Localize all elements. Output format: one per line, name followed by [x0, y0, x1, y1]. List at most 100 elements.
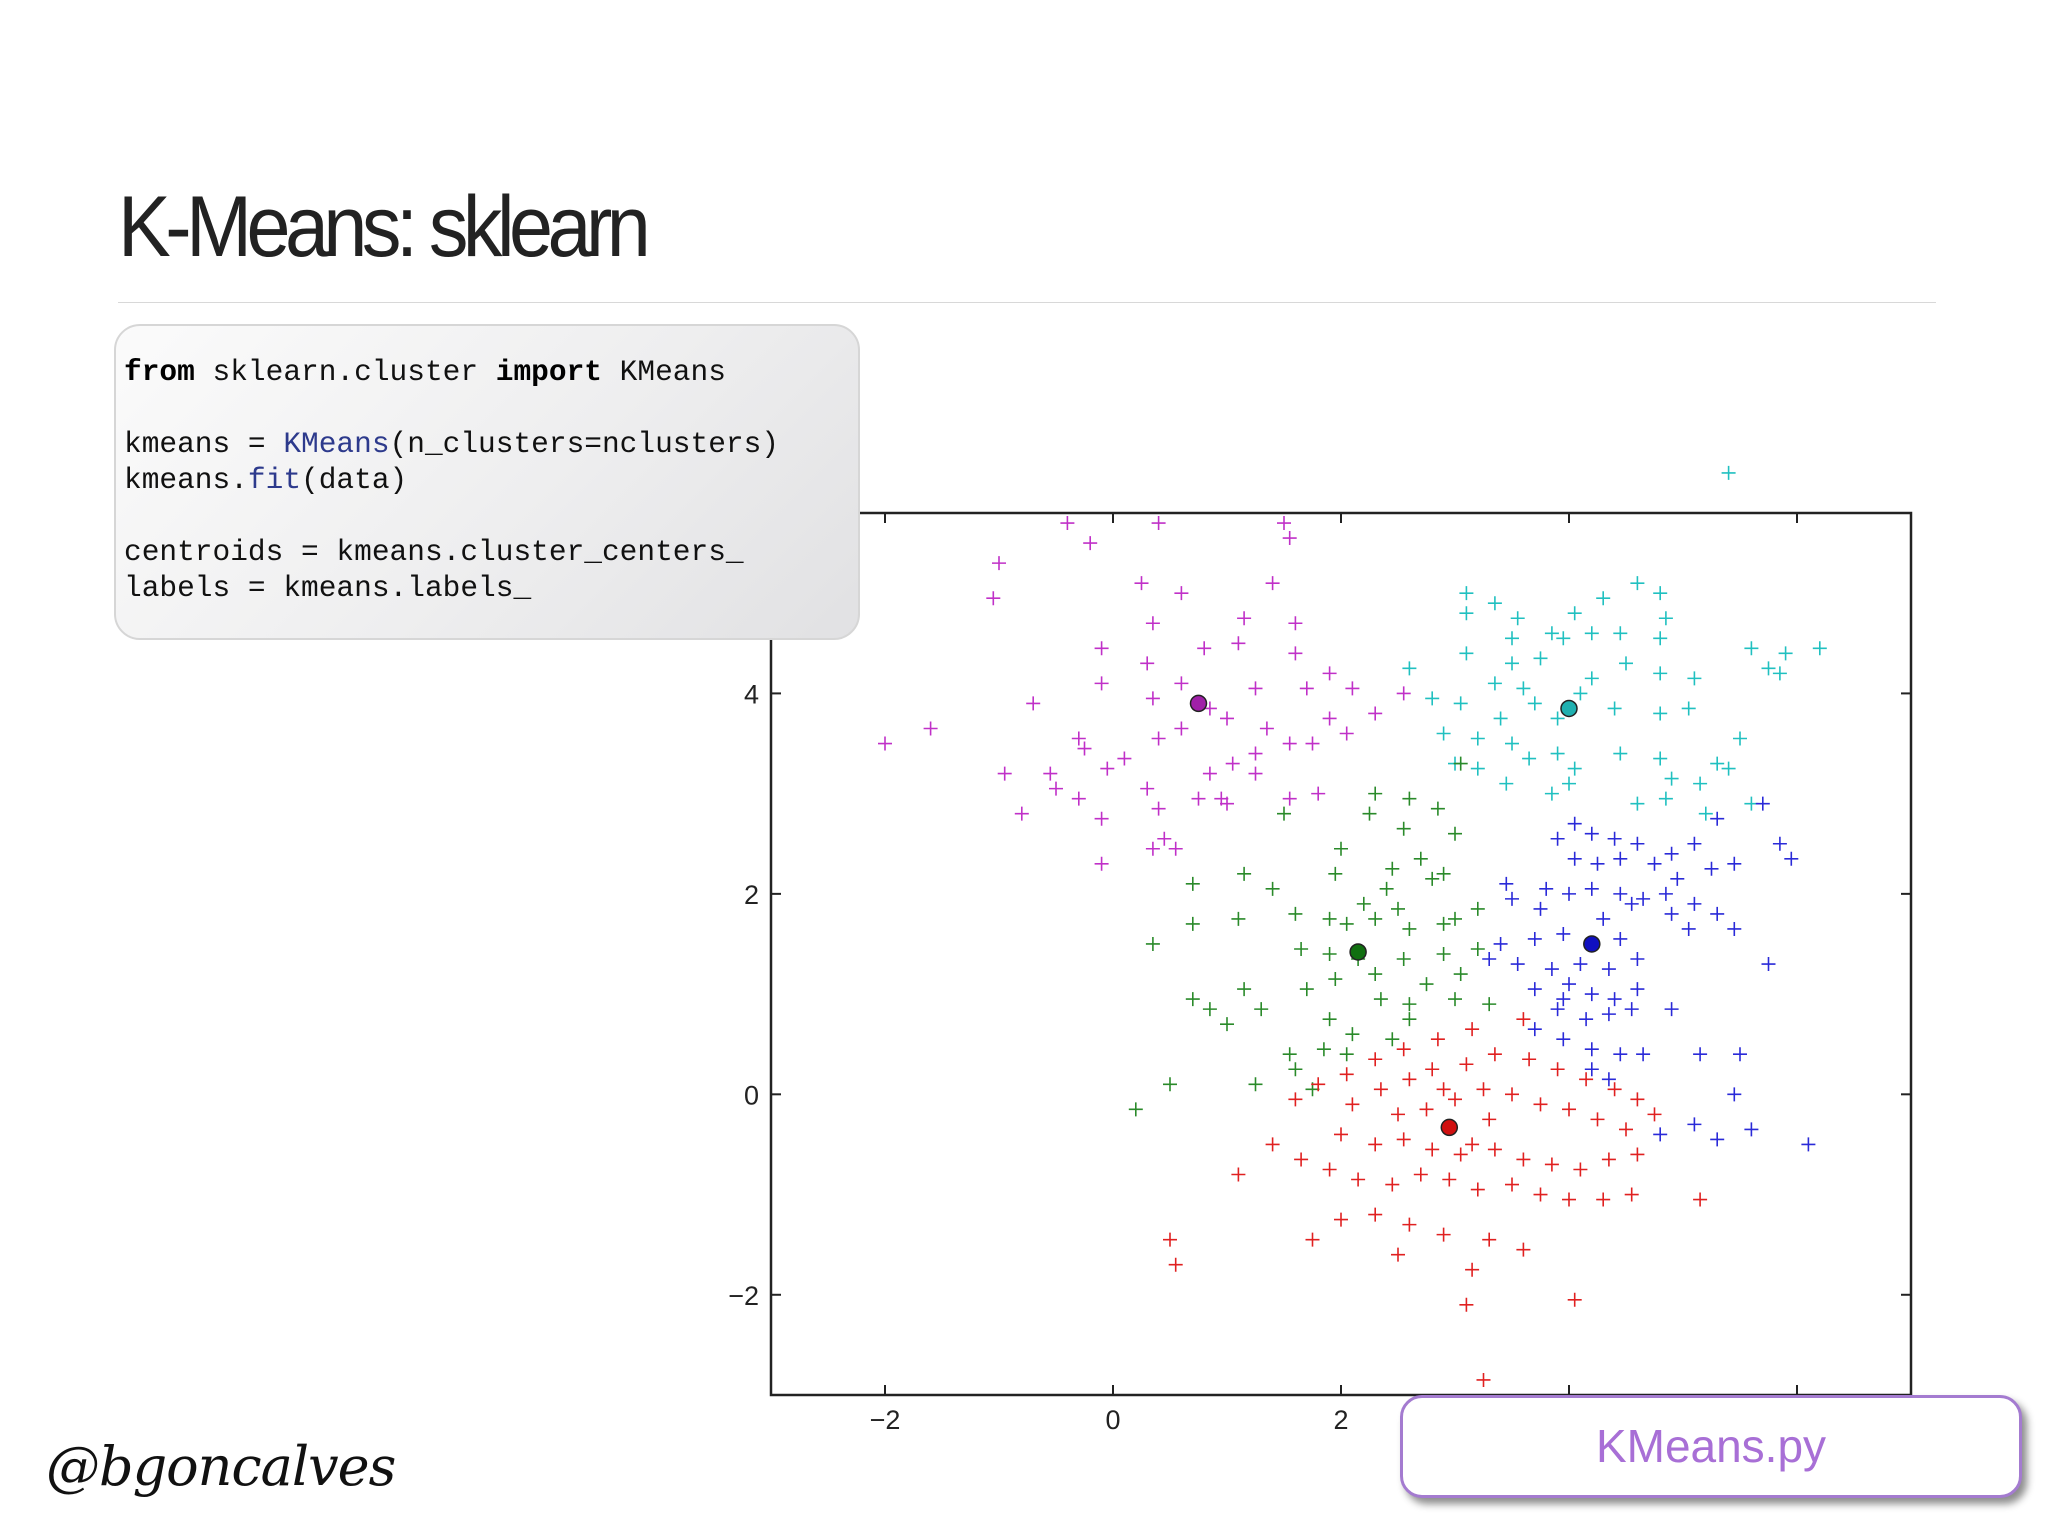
data-point-cluster-5 — [1368, 1207, 1383, 1222]
data-point-cluster-1 — [1094, 856, 1109, 871]
data-point-cluster-2 — [1596, 591, 1611, 606]
code-import-name: KMeans — [601, 355, 726, 389]
data-point-cluster-4 — [1658, 886, 1673, 901]
data-point-cluster-1 — [1151, 516, 1166, 531]
data-point-cluster-5 — [1294, 1152, 1309, 1167]
data-point-cluster-2 — [1619, 656, 1633, 671]
data-point-cluster-4 — [1539, 881, 1554, 896]
data-point-cluster-1 — [1094, 641, 1109, 656]
data-point-cluster-4 — [1693, 1047, 1708, 1062]
data-point-cluster-1 — [986, 591, 1001, 606]
file-link-button[interactable]: KMeans.py — [1400, 1395, 2022, 1498]
data-point-cluster-5 — [1311, 1077, 1326, 1092]
data-point-cluster-3 — [1231, 911, 1246, 926]
data-point-cluster-2 — [1425, 691, 1440, 706]
data-point-cluster-5 — [1163, 1232, 1177, 1247]
data-point-cluster-2 — [1470, 761, 1485, 776]
data-point-cluster-2 — [1533, 651, 1548, 666]
data-point-cluster-5 — [1265, 1137, 1280, 1152]
data-point-cluster-2 — [1772, 666, 1787, 681]
title-divider — [118, 302, 1936, 303]
data-point-cluster-1 — [1225, 756, 1240, 771]
data-point-cluster-2 — [1470, 731, 1485, 746]
code-line-labels: labels = kmeans.labels_ — [124, 571, 532, 605]
data-point-cluster-4 — [1562, 886, 1576, 901]
centroid-markers — [1189, 694, 1601, 1137]
data-point-cluster-1 — [1174, 721, 1189, 736]
data-point-cluster-3 — [1185, 992, 1200, 1007]
code-block: from sklearn.cluster import KMeans kmean… — [114, 324, 860, 640]
data-point-cluster-2 — [1499, 776, 1514, 791]
data-point-cluster-1 — [1282, 531, 1297, 546]
data-point-cluster-3 — [1339, 1047, 1354, 1062]
data-point-cluster-5 — [1579, 1072, 1594, 1087]
plot-area — [769, 511, 1913, 1397]
data-point-cluster-5 — [1459, 1297, 1474, 1312]
data-point-cluster-5 — [1562, 1102, 1576, 1117]
data-point-cluster-3 — [1145, 936, 1160, 951]
data-point-cluster-2 — [1721, 761, 1736, 776]
data-point-cluster-5 — [1470, 1182, 1485, 1197]
data-point-cluster-3 — [1402, 997, 1417, 1012]
data-point-cluster-4 — [1636, 1047, 1651, 1062]
data-point-cluster-3 — [1391, 901, 1405, 916]
x-tick-label: 0 — [1105, 1405, 1120, 1435]
data-point-cluster-4 — [1556, 992, 1571, 1007]
data-point-cluster-2 — [1505, 631, 1519, 646]
data-point-cluster-2 — [1607, 701, 1622, 716]
data-point-cluster-4 — [1584, 826, 1599, 841]
data-point-cluster-2 — [1630, 576, 1645, 591]
data-point-cluster-4 — [1784, 851, 1799, 866]
data-point-cluster-4 — [1607, 992, 1622, 1007]
data-point-cluster-4 — [1510, 957, 1525, 972]
data-point-cluster-5 — [1368, 1052, 1383, 1067]
data-point-cluster-1 — [1014, 806, 1029, 821]
data-point-cluster-1 — [1071, 791, 1086, 806]
data-point-cluster-1 — [997, 766, 1012, 781]
data-point-cluster-1 — [1140, 781, 1155, 796]
data-point-cluster-4 — [1573, 957, 1588, 972]
data-point-cluster-5 — [1601, 1152, 1616, 1167]
data-point-cluster-5 — [1482, 1232, 1497, 1247]
data-point-cluster-1 — [992, 556, 1006, 571]
data-point-cluster-5 — [1590, 1112, 1605, 1127]
data-point-cluster-4 — [1681, 921, 1696, 936]
data-point-cluster-4 — [1630, 982, 1645, 997]
axis-tick-labels: −2 0 2 −2 0 2 4 — [728, 679, 1348, 1435]
data-point-cluster-1 — [1049, 781, 1063, 796]
data-point-cluster-4 — [1550, 1002, 1565, 1017]
data-point-cluster-4 — [1727, 1087, 1742, 1102]
data-point-cluster-5 — [1413, 1167, 1428, 1182]
data-point-cluster-2 — [1733, 731, 1747, 746]
data-point-cluster-2 — [1402, 661, 1417, 676]
data-point-cluster-5 — [1573, 1162, 1588, 1177]
data-point-cluster-3 — [1436, 866, 1451, 881]
data-point-cluster-1 — [1197, 641, 1212, 656]
data-point-cluster-1 — [1299, 681, 1314, 696]
data-point-cluster-2 — [1510, 611, 1525, 626]
data-point-cluster-5 — [1505, 1087, 1519, 1102]
data-point-cluster-3 — [1379, 881, 1394, 896]
data-point-cluster-3 — [1425, 871, 1440, 886]
data-point-cluster-2 — [1778, 646, 1793, 661]
data-point-cluster-2 — [1653, 751, 1668, 766]
data-point-cluster-1 — [1265, 576, 1280, 591]
data-point-cluster-2 — [1653, 586, 1668, 601]
data-point-cluster-3 — [1334, 841, 1348, 856]
data-point-cluster-1 — [1094, 811, 1109, 826]
data-point-cluster-4 — [1584, 881, 1599, 896]
data-point-cluster-3 — [1385, 861, 1400, 876]
data-point-cluster-5 — [1596, 1192, 1611, 1207]
data-point-cluster-2 — [1573, 686, 1588, 701]
data-point-cluster-5 — [1459, 1057, 1474, 1072]
data-point-cluster-3 — [1345, 1027, 1360, 1042]
data-point-cluster-2 — [1687, 671, 1702, 686]
data-point-cluster-3 — [1299, 982, 1314, 997]
data-point-cluster-5 — [1465, 1262, 1480, 1277]
data-point-cluster-4 — [1687, 836, 1702, 851]
data-point-cluster-3 — [1396, 952, 1411, 967]
data-point-cluster-1 — [1237, 611, 1252, 626]
data-point-cluster-3 — [1322, 1012, 1337, 1027]
data-point-cluster-5 — [1487, 1047, 1502, 1062]
